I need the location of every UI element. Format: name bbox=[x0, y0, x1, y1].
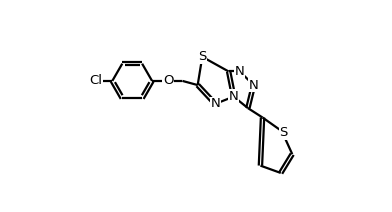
Text: N: N bbox=[229, 90, 239, 103]
Text: N: N bbox=[235, 65, 245, 78]
Text: N: N bbox=[249, 79, 258, 92]
Text: S: S bbox=[279, 126, 288, 139]
Text: N: N bbox=[211, 97, 220, 110]
Text: O: O bbox=[163, 74, 174, 87]
Text: S: S bbox=[198, 50, 207, 63]
Text: Cl: Cl bbox=[89, 74, 102, 87]
